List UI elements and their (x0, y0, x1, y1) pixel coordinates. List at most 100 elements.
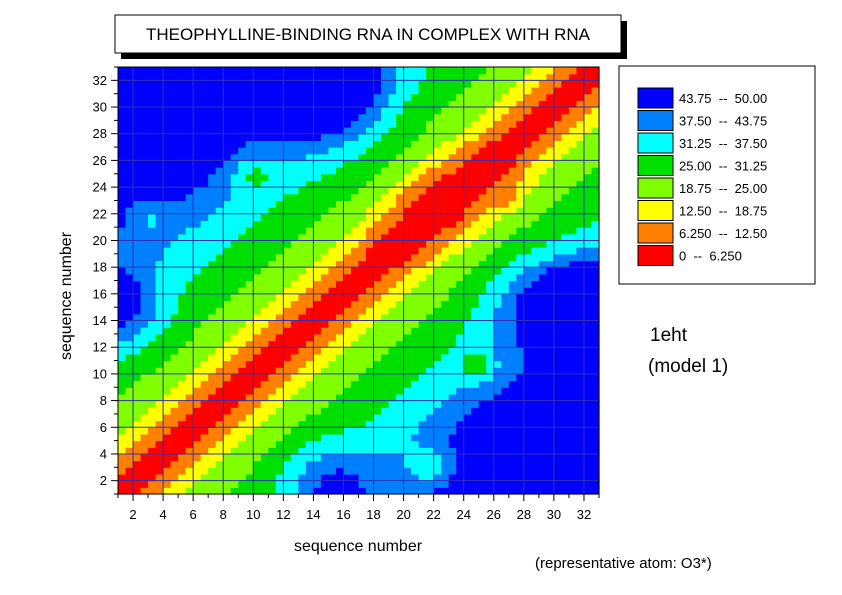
heatmap-cell (350, 120, 360, 128)
heatmap-cell (478, 120, 487, 128)
heatmap-cell (178, 300, 187, 308)
heatmap-cell (223, 80, 232, 88)
heatmap-cell (531, 387, 540, 395)
heatmap-cell (185, 207, 194, 215)
heatmap-cell (350, 133, 360, 141)
heatmap-cell (538, 227, 547, 235)
heatmap-cell (283, 80, 292, 88)
heatmap-cell (381, 200, 390, 208)
heatmap-cell (140, 73, 149, 81)
heatmap-cell (388, 113, 397, 121)
heatmap-cell (163, 347, 172, 355)
heatmap-cell (178, 273, 187, 282)
heatmap-cell (215, 200, 224, 208)
heatmap-cell (140, 180, 149, 188)
heatmap-cell (448, 147, 457, 155)
heatmap-cell (501, 260, 510, 268)
heatmap-cell (546, 460, 555, 468)
heatmap-cell (508, 287, 517, 295)
heatmap-cell (456, 453, 465, 462)
heatmap-cell (193, 447, 202, 455)
heatmap-cell (411, 113, 420, 121)
heatmap-cell (328, 107, 337, 115)
heatmap-cell (426, 413, 435, 422)
heatmap-cell (441, 87, 450, 95)
heatmap-cell (516, 140, 525, 148)
heatmap-cell (253, 267, 262, 275)
heatmap-cell (373, 400, 382, 408)
heatmap-cell (170, 393, 179, 402)
heatmap-cell (133, 480, 142, 488)
heatmap-cell (396, 433, 405, 442)
heatmap-cell (305, 420, 315, 428)
heatmap-cell (140, 127, 149, 135)
heatmap-cell (283, 447, 292, 455)
heatmap-cell (531, 487, 540, 495)
heatmap-cell (260, 440, 269, 448)
heatmap-cell (200, 67, 209, 75)
heatmap-cell (523, 380, 532, 388)
heatmap-cell (418, 307, 427, 315)
heatmap-cell (538, 267, 547, 275)
heatmap-cell (328, 373, 337, 382)
heatmap-cell (396, 187, 405, 195)
heatmap-cell (538, 187, 547, 195)
heatmap-cell (411, 200, 420, 208)
heatmap-cell (163, 467, 172, 475)
heatmap-cell (516, 153, 525, 161)
heatmap-cell (403, 280, 412, 288)
heatmap-cell (155, 147, 164, 155)
heatmap-cell (125, 213, 134, 222)
heatmap-cell (358, 153, 367, 161)
heatmap-cell (508, 67, 517, 75)
heatmap-cell (275, 200, 284, 208)
heatmap-cell (238, 327, 247, 335)
heatmap-cell (411, 260, 420, 268)
heatmap-cell (568, 293, 578, 302)
heatmap-cell (418, 433, 427, 442)
heatmap-cell (185, 187, 194, 195)
heatmap-cell (448, 287, 457, 295)
heatmap-cell (373, 107, 382, 115)
heatmap-cell (418, 153, 427, 161)
heatmap-cell (441, 273, 450, 282)
heatmap-cell (486, 167, 495, 175)
heatmap-cell (478, 153, 487, 161)
heatmap-cell (223, 213, 232, 222)
heatmap-cell (463, 320, 472, 328)
heatmap-cell (546, 113, 555, 121)
heatmap-cell (366, 420, 375, 428)
heatmap-cell (148, 133, 157, 141)
heatmap-cell (343, 447, 352, 455)
heatmap-cell (388, 80, 397, 88)
heatmap-cell (411, 287, 420, 295)
heatmap-cell (358, 87, 367, 95)
heatmap-cell (298, 187, 307, 195)
heatmap-cell (245, 307, 254, 315)
heatmap-cell (163, 340, 172, 348)
heatmap-cell (253, 420, 262, 428)
heatmap-cell (516, 133, 525, 141)
heatmap-cell (223, 453, 232, 462)
heatmap-cell (148, 220, 157, 228)
heatmap-cell (268, 187, 277, 195)
heatmap-cell (546, 93, 555, 101)
heatmap-cell (501, 213, 510, 222)
heatmap-cell (561, 73, 570, 81)
heatmap-cell (456, 393, 465, 402)
heatmap-cell (148, 447, 157, 455)
heatmap-cell (260, 127, 269, 135)
heatmap-cell (253, 280, 262, 288)
heatmap-cell (546, 367, 555, 375)
heatmap-cell (185, 280, 194, 288)
heatmap-cell (140, 440, 149, 448)
heatmap-cell (238, 280, 247, 288)
heatmap-cell (403, 340, 412, 348)
heatmap-cell (305, 127, 315, 135)
heatmap-cell (591, 207, 600, 215)
heatmap-cell (163, 293, 172, 302)
heatmap-cell (320, 260, 330, 268)
heatmap-cell (313, 220, 322, 228)
heatmap-cell (178, 427, 187, 435)
heatmap-cell (478, 347, 487, 355)
